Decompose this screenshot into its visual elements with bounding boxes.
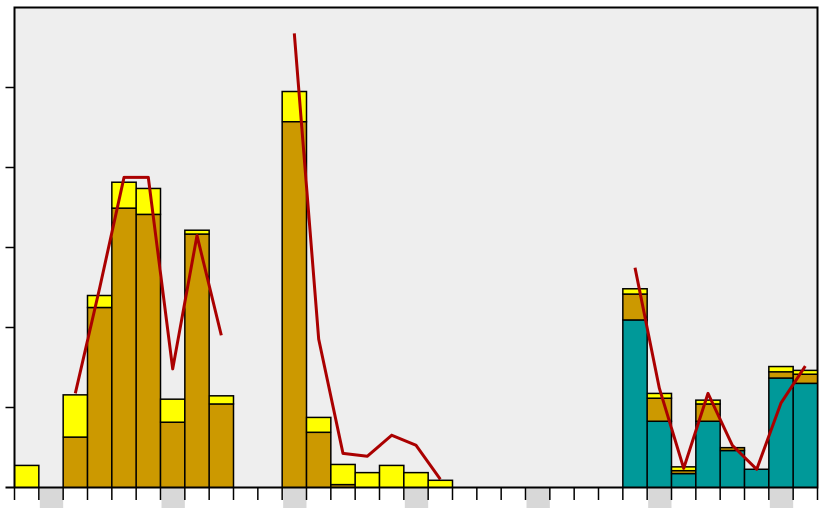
bar-top-segment xyxy=(281,90,308,123)
bar-base-segment xyxy=(646,420,673,489)
bars-layer xyxy=(13,90,819,489)
bar-top-segment xyxy=(86,294,113,309)
bar-base-segment xyxy=(768,377,794,489)
bar-top-segment xyxy=(403,471,429,489)
trend-line-layer xyxy=(73,33,807,481)
bar-top-segment xyxy=(135,187,162,216)
bar-top-segment xyxy=(13,464,40,489)
highlight-slot xyxy=(769,488,794,508)
bar-top-segment xyxy=(378,464,405,489)
bar-base-segment xyxy=(111,207,137,489)
trend-line-segment xyxy=(73,175,223,394)
bar-base-segment xyxy=(159,421,186,489)
bar-top-segment xyxy=(62,394,89,438)
bar-base-segment xyxy=(208,403,235,489)
bar-top-segment xyxy=(768,365,794,373)
bar-top-segment xyxy=(646,392,673,399)
highlight-slot xyxy=(648,488,672,508)
highlight-slot xyxy=(161,488,185,508)
bar-base-segment xyxy=(86,306,113,489)
axes-layer xyxy=(5,7,819,500)
bar-top-segment xyxy=(622,288,648,295)
bar-base-segment xyxy=(62,436,89,489)
trend-line-segment xyxy=(292,33,442,481)
bar-top-segment xyxy=(427,479,454,489)
bar-top-segment xyxy=(184,229,210,235)
bar-top-segment xyxy=(354,471,381,489)
bar-top-segment xyxy=(159,398,186,423)
highlight-slot xyxy=(39,488,64,508)
bar-base-segment xyxy=(622,319,648,489)
bar-top-segment xyxy=(208,395,235,405)
highlight-slot xyxy=(283,488,307,508)
bar-base-segment xyxy=(670,472,697,489)
bar-middle-segment xyxy=(768,371,794,379)
bar-base-segment xyxy=(135,213,162,489)
bar-top-segment xyxy=(792,369,819,375)
bar-base-segment xyxy=(792,382,819,489)
bar-top-segment xyxy=(111,181,137,209)
highlight-slot xyxy=(526,488,550,508)
bar-top-segment xyxy=(330,463,356,486)
highlight-slot xyxy=(404,488,429,508)
bar-base-segment xyxy=(743,468,770,489)
bar-top-segment xyxy=(695,399,721,405)
bar-base-segment xyxy=(719,449,746,489)
bar-top-segment xyxy=(305,416,332,434)
bar-base-segment xyxy=(305,431,332,489)
bar-base-segment xyxy=(695,420,721,489)
trend-line-segment xyxy=(633,267,807,471)
bar-base-segment xyxy=(281,120,308,489)
bar-middle-segment xyxy=(719,446,746,452)
